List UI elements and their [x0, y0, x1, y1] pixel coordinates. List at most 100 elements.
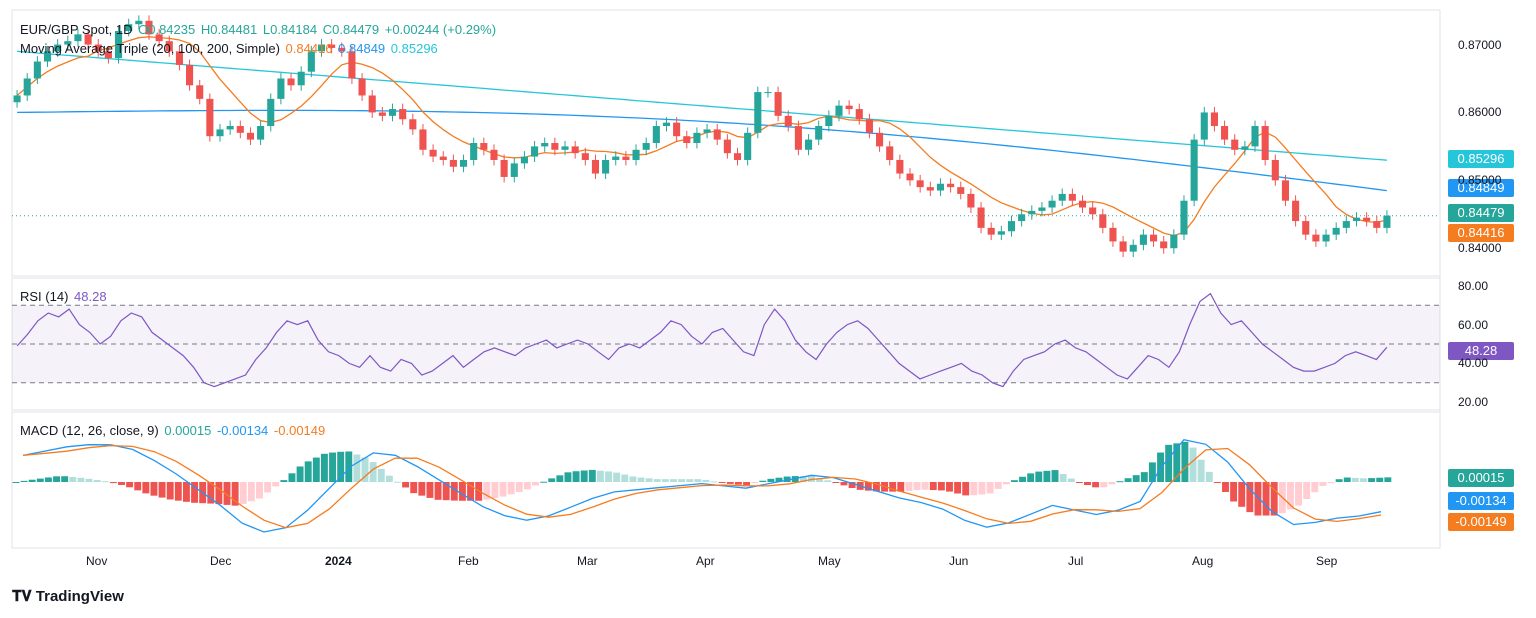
candle-body	[673, 122, 681, 137]
candle	[825, 110, 833, 132]
candle-body	[662, 122, 671, 127]
macd-hist-bar	[394, 481, 401, 483]
macd-hist-bar	[499, 482, 507, 497]
macd-hist-bar	[1222, 482, 1229, 492]
macd-signal-badge: -0.00149	[1448, 513, 1514, 531]
macd-hist-bar	[304, 461, 312, 482]
macd-hist-bar	[946, 482, 953, 492]
change-value: +0.00244 (+0.29%)	[384, 22, 497, 37]
candle	[145, 15, 153, 40]
candle-body	[297, 71, 305, 86]
candle-body	[977, 207, 985, 228]
macd-hist-bar	[970, 482, 978, 496]
macd-hist-bar	[150, 482, 158, 496]
candle	[74, 28, 82, 47]
candle-body	[1302, 221, 1310, 235]
ma100-value: 0.84849	[338, 41, 386, 56]
macd-hist-bar	[369, 462, 377, 482]
candle	[876, 127, 884, 152]
macd-hist-bar	[1108, 482, 1116, 485]
macd-hist-bar	[670, 479, 677, 482]
candle	[1281, 174, 1290, 207]
candle-body	[33, 61, 41, 79]
macd-hist-bar	[1319, 482, 1327, 487]
candle-body	[449, 159, 457, 167]
candle-body	[642, 143, 650, 150]
macd-hist-bar	[962, 482, 970, 496]
candle-body	[13, 95, 21, 103]
candle-body	[399, 109, 407, 120]
candle-body	[64, 41, 72, 45]
candle	[1363, 212, 1371, 227]
x-tick-label: Feb	[458, 554, 479, 568]
candle-body	[186, 64, 194, 86]
macd-hist-bar	[799, 476, 807, 482]
candle-body	[591, 159, 600, 174]
candle	[683, 130, 691, 149]
candle	[581, 147, 589, 166]
candle-body	[693, 132, 701, 143]
candle	[835, 100, 843, 122]
candle	[733, 147, 742, 166]
macd-hist-bar	[1165, 444, 1173, 482]
candle-body	[581, 153, 589, 160]
candle-body	[419, 129, 427, 150]
candle	[602, 154, 610, 179]
candle	[662, 117, 671, 132]
macd-hist-bar	[329, 452, 337, 482]
macd-hist-bar	[1303, 482, 1311, 500]
candle-body	[561, 146, 569, 150]
macd-hist-bar	[840, 482, 848, 486]
macd-hist-bar	[775, 477, 783, 482]
candle	[612, 151, 620, 166]
macd-line	[22, 438, 1382, 533]
macd-hist-badge: 0.00015	[1448, 469, 1514, 487]
candle-body	[896, 159, 904, 174]
macd-hist-bar	[85, 478, 93, 482]
candle	[277, 73, 285, 105]
candle	[399, 103, 407, 125]
x-tick-label: Apr	[696, 554, 715, 568]
ma-label: Moving Average Triple (20, 100, 200, Sim…	[20, 41, 280, 56]
macd-hist-bar	[1351, 477, 1359, 482]
rsi-line	[16, 292, 1388, 388]
macd-hist-bar	[442, 482, 450, 501]
macd-hist-bar	[929, 482, 937, 491]
macd-hist-bar	[1010, 480, 1018, 482]
candle	[997, 225, 1005, 241]
candle-body	[114, 30, 123, 59]
rsi-value: 48.28	[74, 289, 107, 304]
macd-hist-bar	[913, 482, 921, 491]
candle	[926, 181, 934, 196]
macd-hist-bar	[166, 482, 174, 500]
candle-body	[1271, 159, 1279, 181]
candle	[500, 154, 508, 183]
candle-body	[226, 126, 234, 130]
candle	[713, 123, 721, 146]
candle	[317, 39, 326, 57]
candle-body	[1332, 227, 1340, 235]
macd-line-value: -0.00134	[216, 423, 269, 438]
candle-body	[622, 156, 630, 160]
candle	[439, 151, 447, 166]
rsi-pane	[12, 292, 1440, 388]
candle	[358, 73, 366, 101]
candle	[632, 144, 640, 166]
candle-body	[84, 34, 92, 45]
candle-body	[1149, 234, 1158, 242]
candle	[1099, 208, 1107, 234]
candle-body	[906, 173, 914, 181]
candle-body	[1221, 126, 1229, 140]
candle	[1048, 195, 1056, 213]
candle	[409, 113, 417, 135]
macd-hist-bar	[361, 457, 369, 482]
candle	[1170, 229, 1178, 254]
macd-hist-bar	[832, 482, 840, 483]
macd-hist-bar	[418, 482, 426, 496]
x-tick-label: Sep	[1316, 554, 1338, 568]
candle-body	[1383, 215, 1391, 228]
macd-hist-bar	[182, 482, 190, 502]
candle	[104, 45, 112, 64]
macd-hist-bar	[1148, 462, 1156, 482]
macd-hist-bar	[734, 482, 742, 485]
